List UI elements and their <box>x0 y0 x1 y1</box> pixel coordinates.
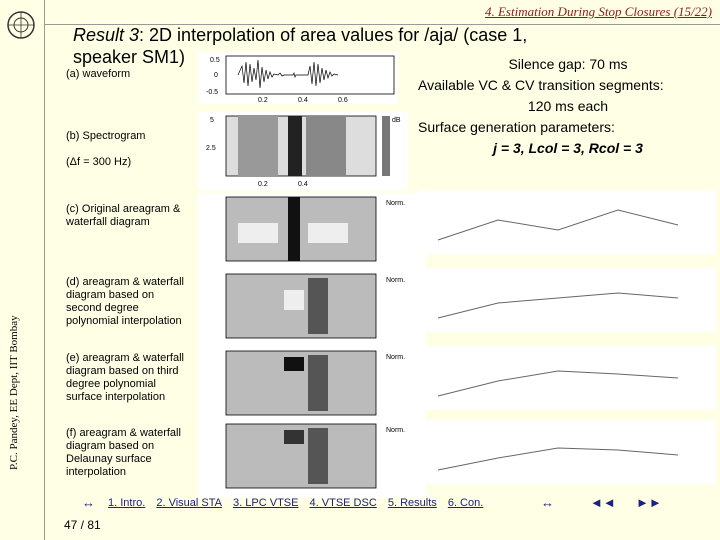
svg-text:0.2: 0.2 <box>258 181 268 188</box>
svg-text:0.4: 0.4 <box>298 181 308 188</box>
info-line3: 120 ms each <box>527 98 609 114</box>
page-number: 47 / 81 <box>64 518 101 532</box>
next-slide-button[interactable]: ►► <box>636 495 662 510</box>
svg-text:0.2: 0.2 <box>258 97 268 104</box>
info-box: Silence gap: 70 ms Available VC & CV tra… <box>418 54 718 159</box>
spectrogram-plot: 5 2.5 0.2 0.4 dB <box>198 112 408 190</box>
iit-logo-icon <box>7 11 35 39</box>
waterfall-original <box>418 190 716 254</box>
nav-conclusion[interactable]: 6. Con. <box>447 497 484 509</box>
svg-text:0.5: 0.5 <box>210 57 220 64</box>
nav-visual-sta[interactable]: 2. Visual STA <box>156 497 222 509</box>
title-lead: Result 3 <box>73 25 140 45</box>
sidebar: P.C. Pandey, EE Dept, IIT Bombay <box>0 0 45 540</box>
areagram-third-degree: Norm. <box>198 347 426 427</box>
nav-results[interactable]: 5. Results <box>387 497 437 509</box>
info-line2: Available VC & CV transition segments: <box>418 77 664 93</box>
info-line4: Surface generation parameters: <box>418 119 615 135</box>
header-divider <box>44 24 720 25</box>
svg-text:0: 0 <box>214 72 218 79</box>
svg-text:Norm.: Norm. <box>386 354 405 361</box>
jump-back-link[interactable]: ↔ <box>82 495 95 510</box>
info-line1: Silence gap: 70 ms <box>508 56 628 72</box>
waveform-plot: 0.5 0 -0.5 0.2 0.4 0.6 <box>198 52 398 104</box>
title-text: : 2D interpolation of area values for /a… <box>73 25 528 67</box>
jump-forward-link[interactable]: ↔ <box>541 495 554 510</box>
info-line5: j = 3, Lcol = 3, Rcol = 3 <box>493 140 643 156</box>
svg-text:0.6: 0.6 <box>338 97 348 104</box>
waterfall-second-degree <box>418 268 716 332</box>
waterfall-third-degree <box>418 346 716 410</box>
svg-text:2.5: 2.5 <box>206 145 216 152</box>
label-third-degree: (e) areagram & waterfall diagram based o… <box>66 352 184 403</box>
svg-text:Norm.: Norm. <box>386 427 405 434</box>
areagram-second-degree: Norm. <box>198 270 426 350</box>
areagram-delaunay: Norm. <box>198 420 426 498</box>
svg-text:-0.5: -0.5 <box>206 89 218 96</box>
section-link[interactable]: 4. Estimation During Stop Closures (15/2… <box>484 4 712 19</box>
areagram-original: Norm. <box>198 193 426 273</box>
label-delaunay: (f) areagram & waterfall diagram based o… <box>66 427 181 478</box>
label-second-degree: (d) areagram & waterfall diagram based o… <box>66 276 184 327</box>
label-waveform: (a) waveform <box>66 68 131 80</box>
author-text: P.C. Pandey, EE Dept, IIT Bombay <box>8 315 20 470</box>
nav-lpc-vtse[interactable]: 3. LPC VTSE <box>233 497 299 509</box>
label-spectrogram: (b) Spectrogram <box>66 130 146 142</box>
previous-slide-button[interactable]: ◄◄ <box>590 495 616 510</box>
nav-intro[interactable]: 1. Intro. <box>108 497 146 509</box>
label-delta: (Δf = 300 Hz) <box>66 156 132 168</box>
svg-text:Norm.: Norm. <box>386 277 405 284</box>
svg-text:dB: dB <box>392 117 401 124</box>
svg-text:Norm.: Norm. <box>386 200 405 207</box>
label-original: (c) Original areagram & waterfall diagra… <box>66 203 181 228</box>
nav-vtse-dsc[interactable]: 4. VTSE DSC <box>309 497 377 509</box>
svg-text:0.4: 0.4 <box>298 97 308 104</box>
waterfall-delaunay <box>418 420 716 484</box>
section-nav: 1. Intro. 2. Visual STA 3. LPC VTSE 4. V… <box>108 497 491 509</box>
slide-title: Result 3: 2D interpolation of area value… <box>73 24 593 68</box>
svg-text:5: 5 <box>210 117 214 124</box>
